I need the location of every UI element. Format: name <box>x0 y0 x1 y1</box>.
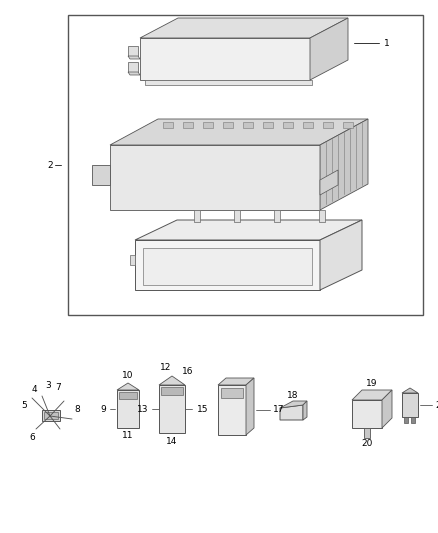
Text: 16: 16 <box>182 367 194 376</box>
Polygon shape <box>110 145 320 210</box>
Bar <box>402 393 418 417</box>
Bar <box>159 385 185 433</box>
Text: 21: 21 <box>435 400 438 409</box>
Polygon shape <box>117 383 139 390</box>
Bar <box>194 210 200 222</box>
Text: 7: 7 <box>55 384 61 392</box>
Polygon shape <box>128 46 138 56</box>
Ellipse shape <box>96 173 104 181</box>
Polygon shape <box>280 405 303 420</box>
Polygon shape <box>128 72 140 75</box>
Text: 18: 18 <box>287 391 299 400</box>
Polygon shape <box>303 401 307 420</box>
Polygon shape <box>128 62 138 72</box>
Bar <box>411 417 415 423</box>
Polygon shape <box>402 388 418 393</box>
Polygon shape <box>140 38 310 80</box>
Text: 19: 19 <box>366 378 378 387</box>
Text: 20: 20 <box>361 440 373 448</box>
Polygon shape <box>343 122 353 128</box>
Polygon shape <box>352 400 382 428</box>
Text: 17: 17 <box>273 406 285 415</box>
Bar <box>119 392 137 399</box>
Text: 8: 8 <box>74 406 80 415</box>
Polygon shape <box>310 18 348 80</box>
Polygon shape <box>352 390 392 400</box>
Text: 11: 11 <box>122 432 134 440</box>
Polygon shape <box>320 170 338 195</box>
Polygon shape <box>303 122 313 128</box>
Polygon shape <box>145 80 312 85</box>
Polygon shape <box>280 401 307 408</box>
Bar <box>274 210 280 222</box>
Polygon shape <box>92 165 110 185</box>
Polygon shape <box>246 378 254 435</box>
Polygon shape <box>110 119 368 145</box>
Bar <box>404 417 408 423</box>
Polygon shape <box>128 56 140 59</box>
Polygon shape <box>263 122 273 128</box>
Bar <box>161 387 183 395</box>
Text: 6: 6 <box>29 433 35 442</box>
Polygon shape <box>135 220 362 240</box>
Polygon shape <box>218 378 254 385</box>
Polygon shape <box>283 122 293 128</box>
Bar <box>42 410 60 421</box>
Bar <box>68 15 423 315</box>
Bar <box>221 388 243 398</box>
Polygon shape <box>218 385 246 435</box>
Polygon shape <box>320 220 362 290</box>
Text: 15: 15 <box>197 405 208 414</box>
Polygon shape <box>140 18 348 38</box>
Polygon shape <box>320 119 368 210</box>
Text: 5: 5 <box>21 400 27 409</box>
Bar <box>44 412 58 419</box>
Text: 12: 12 <box>160 364 172 373</box>
Polygon shape <box>159 376 185 385</box>
Polygon shape <box>143 248 312 285</box>
Polygon shape <box>323 122 333 128</box>
Text: 9: 9 <box>100 405 106 414</box>
Polygon shape <box>203 122 213 128</box>
Polygon shape <box>243 122 253 128</box>
Text: 13: 13 <box>137 405 148 414</box>
Text: 2: 2 <box>47 160 53 169</box>
Bar <box>234 210 240 222</box>
Polygon shape <box>382 390 392 428</box>
Polygon shape <box>183 122 193 128</box>
Text: 4: 4 <box>31 384 37 393</box>
Text: 3: 3 <box>45 381 51 390</box>
Polygon shape <box>223 122 233 128</box>
Bar <box>117 390 139 428</box>
Polygon shape <box>130 255 135 265</box>
Text: 1: 1 <box>384 38 390 47</box>
Bar <box>319 210 325 222</box>
Polygon shape <box>135 240 320 290</box>
Text: 10: 10 <box>122 372 134 381</box>
Text: 14: 14 <box>166 438 178 447</box>
Bar <box>364 428 370 438</box>
Polygon shape <box>163 122 173 128</box>
